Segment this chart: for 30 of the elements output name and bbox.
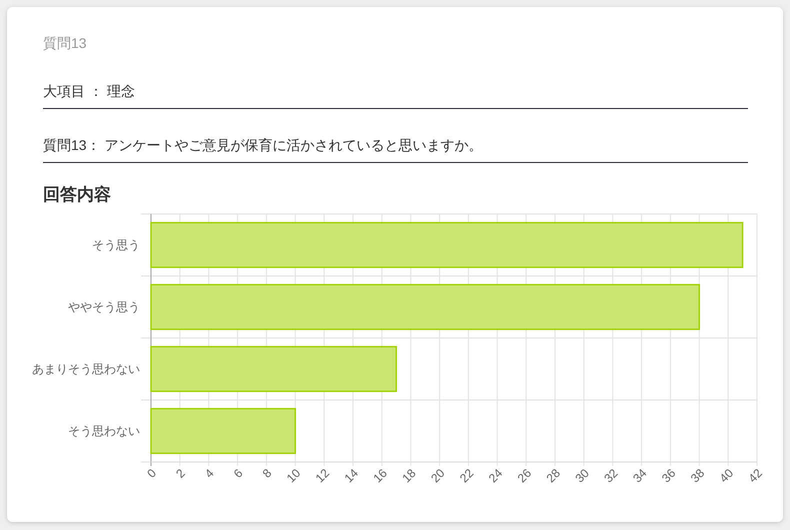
tick-label: 36 <box>659 466 678 486</box>
tick-label: 30 <box>572 466 592 486</box>
tick-label: 20 <box>428 466 448 486</box>
tick-label: 8 <box>260 466 274 481</box>
tick-label: 0 <box>144 466 159 481</box>
tick-label: 12 <box>312 466 332 486</box>
category-label: そう思う <box>92 238 140 252</box>
tick-label: 24 <box>486 466 506 486</box>
tick-label: 32 <box>601 466 621 486</box>
tick-label: 34 <box>630 466 650 486</box>
annotation: 質問13： アンケートやご意見が保育に活かされていると思いますか。 <box>43 137 482 153</box>
tick-label: 18 <box>399 466 419 486</box>
annotation: 大項目 ： 理念 <box>43 83 135 99</box>
tick-label: 40 <box>716 466 736 486</box>
tick-label: 6 <box>230 466 246 481</box>
tick-label: 16 <box>370 466 390 486</box>
title: 回答内容 <box>43 185 111 204</box>
annotation: 質問13 <box>43 35 87 51</box>
tick-label: 14 <box>342 466 361 486</box>
tick-label: 42 <box>746 466 765 486</box>
tick-label: 2 <box>173 466 188 481</box>
category-label: ややそう思う <box>68 300 140 314</box>
tick-label: 28 <box>544 466 563 486</box>
tick-label: 4 <box>202 466 217 481</box>
category-label: あまりそう思わない <box>32 362 140 376</box>
tick-label: 10 <box>284 466 304 486</box>
tick-label: 26 <box>514 466 534 486</box>
tick-label: 22 <box>457 466 476 486</box>
category-label: そう思わない <box>68 424 140 438</box>
tick-label: 38 <box>688 466 708 486</box>
